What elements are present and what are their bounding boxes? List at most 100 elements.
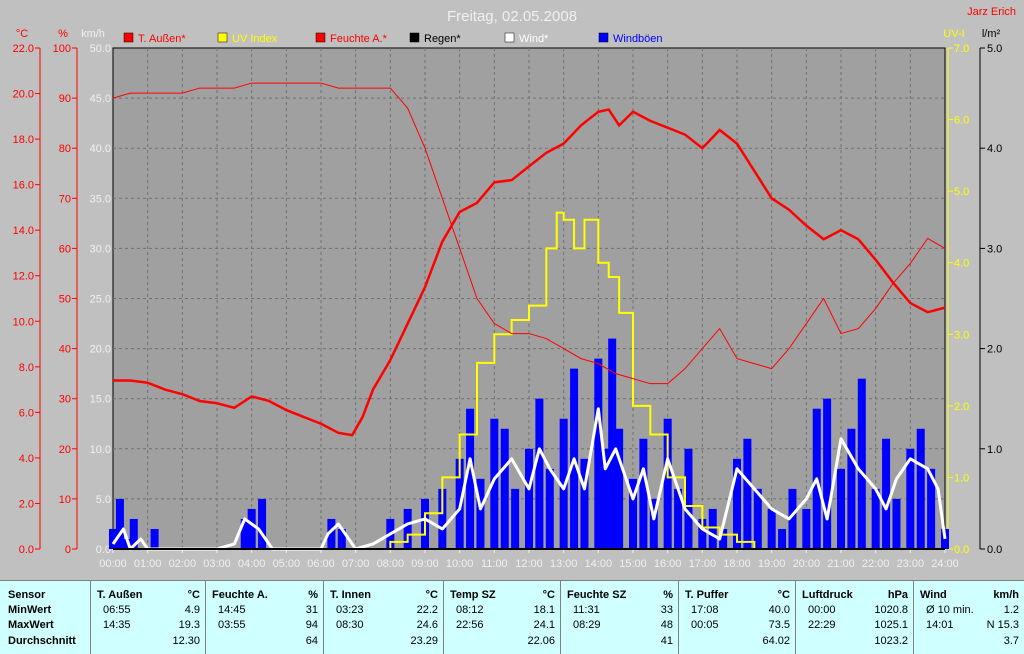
row-labels-column: Sensor MinWert MaxWert Durchschnitt (0, 581, 90, 654)
stats-name: T. Puffer (685, 589, 729, 601)
gust-bar (639, 438, 648, 549)
chart-title: Freitag, 02.05.2008 (447, 8, 577, 25)
gust-bar (601, 448, 610, 549)
gust-bar (788, 488, 797, 549)
wind-axis-unit: km/h (81, 28, 105, 40)
stats-name: Luftdruck (802, 589, 853, 601)
gust-bar (109, 528, 117, 549)
stats-min: 40.0 (768, 604, 790, 616)
time-tick-label: 01:00 (134, 558, 162, 570)
stats-column: Feuchte A.% 14:45 31 03:55 94 64 (205, 581, 324, 654)
time-tick-label: 06:00 (307, 558, 335, 570)
stats-unit: °C (187, 589, 200, 601)
wind-tick-label: 10.0 (90, 444, 111, 456)
gust-bar (906, 448, 915, 549)
wind-tick-label: 45.0 (90, 93, 111, 105)
uv-tick-label: 4.0 (954, 258, 969, 270)
gust-bar (698, 518, 707, 549)
gust-bar (802, 508, 811, 549)
uv-axis-unit: UV-I (943, 28, 964, 40)
stats-table: Sensor MinWert MaxWert Durchschnitt T. A… (0, 580, 1024, 654)
stats-column: T. Puffer °C 17:08 40.0 00:05 73.5 64.02 (678, 581, 796, 654)
author-label: Jarz Erich (967, 6, 1016, 18)
pct-tick-label: 20 (59, 444, 71, 456)
stats-column: T. Außen °C 06:55 4.9 14:35 19.3 12.30 (90, 581, 206, 654)
row-label-max: MaxWert (8, 619, 54, 631)
stats-unit: hPa (887, 589, 908, 601)
gust-bar (882, 438, 891, 549)
legend-label: T. Außen* (138, 33, 186, 45)
rain-tick-label: 2.0 (987, 344, 1002, 356)
rain-tick-label: 1.0 (987, 444, 1002, 456)
rain-axis-unit: l/m² (982, 28, 1001, 40)
stats-min: 1020.8 (874, 604, 908, 616)
stats-max: 94 (305, 619, 318, 631)
gust-bar (719, 528, 728, 549)
stats-name: T. Innen (330, 589, 371, 601)
stats-min: 1.2 (1003, 604, 1019, 616)
gust-bar (466, 408, 475, 549)
gust-bar (615, 428, 624, 549)
gust-bar (403, 508, 412, 549)
stats-max: 73.5 (768, 619, 790, 631)
stats-min-time: 08:12 (456, 604, 484, 616)
gust-bar (767, 508, 776, 549)
gust-bar (753, 488, 762, 549)
stats-max: 19.3 (178, 619, 200, 631)
stats-max-time: 08:29 (573, 619, 601, 631)
time-tick-label: 23:00 (897, 558, 925, 570)
stats-min: 22.2 (416, 604, 438, 616)
stats-name: Feuchte A. (212, 589, 268, 601)
time-tick-label: 19:00 (758, 558, 786, 570)
legend-label: Feuchte A.* (330, 33, 388, 45)
time-tick-label: 14:00 (585, 558, 613, 570)
uv-tick-label: 5.0 (954, 186, 969, 198)
series-layer (109, 82, 949, 551)
row-label-avg: Durchschnitt (8, 635, 76, 647)
time-tick-label: 18:00 (723, 558, 751, 570)
gust-bar (927, 468, 936, 549)
wind-tick-label: 15.0 (90, 394, 111, 406)
gust-bar (708, 508, 717, 549)
stats-unit: % (308, 589, 318, 601)
stats-min-time: Ø 10 min. (926, 604, 974, 616)
gust-bar (490, 418, 499, 549)
time-tick-label: 11:00 (481, 558, 508, 570)
stats-avg: 64 (305, 635, 318, 647)
gust-bar (545, 468, 554, 549)
humidity-line (112, 82, 946, 385)
stats-min: 4.9 (184, 604, 200, 616)
stats-max: 48 (660, 619, 673, 631)
gust-bar (115, 498, 124, 549)
rain-tick-label: 3.0 (987, 243, 1002, 255)
temp-tick-label: 22.0 (13, 43, 34, 55)
stats-avg: 12.30 (172, 635, 200, 647)
time-tick-label: 04:00 (238, 558, 266, 570)
gust-bar (122, 538, 131, 549)
stats-max: 24.6 (416, 619, 438, 631)
time-tick-label: 24:00 (931, 558, 959, 570)
stats-min-time: 06:55 (103, 604, 131, 616)
stats-avg: 41 (660, 635, 673, 647)
time-tick-label: 13:00 (550, 558, 578, 570)
pct-tick-label: 10 (59, 494, 71, 506)
stats-avg: 64.02 (762, 635, 790, 647)
legend-swatch (315, 32, 326, 43)
gust-bar (594, 358, 603, 549)
temp-tick-label: 6.0 (19, 407, 34, 419)
stats-max-time: 14:01 (926, 619, 954, 631)
stats-min: 18.1 (533, 604, 555, 616)
stats-max-time: 14:35 (103, 619, 131, 631)
uv-tick-label: 7.0 (954, 43, 969, 55)
gust-bar (476, 478, 485, 549)
stats-max-time: 00:05 (691, 619, 719, 631)
gust-bar (327, 518, 336, 549)
row-label-sensor: Sensor (8, 589, 46, 601)
stats-avg: 1023.2 (874, 635, 908, 647)
wind-tick-label: 35.0 (90, 193, 111, 205)
legend-label: UV Index (232, 33, 278, 45)
wind-tick-label: 30.0 (90, 243, 111, 255)
stats-unit: km/h (993, 589, 1019, 601)
gust-bar (649, 498, 658, 549)
stats-unit: °C (777, 589, 790, 601)
